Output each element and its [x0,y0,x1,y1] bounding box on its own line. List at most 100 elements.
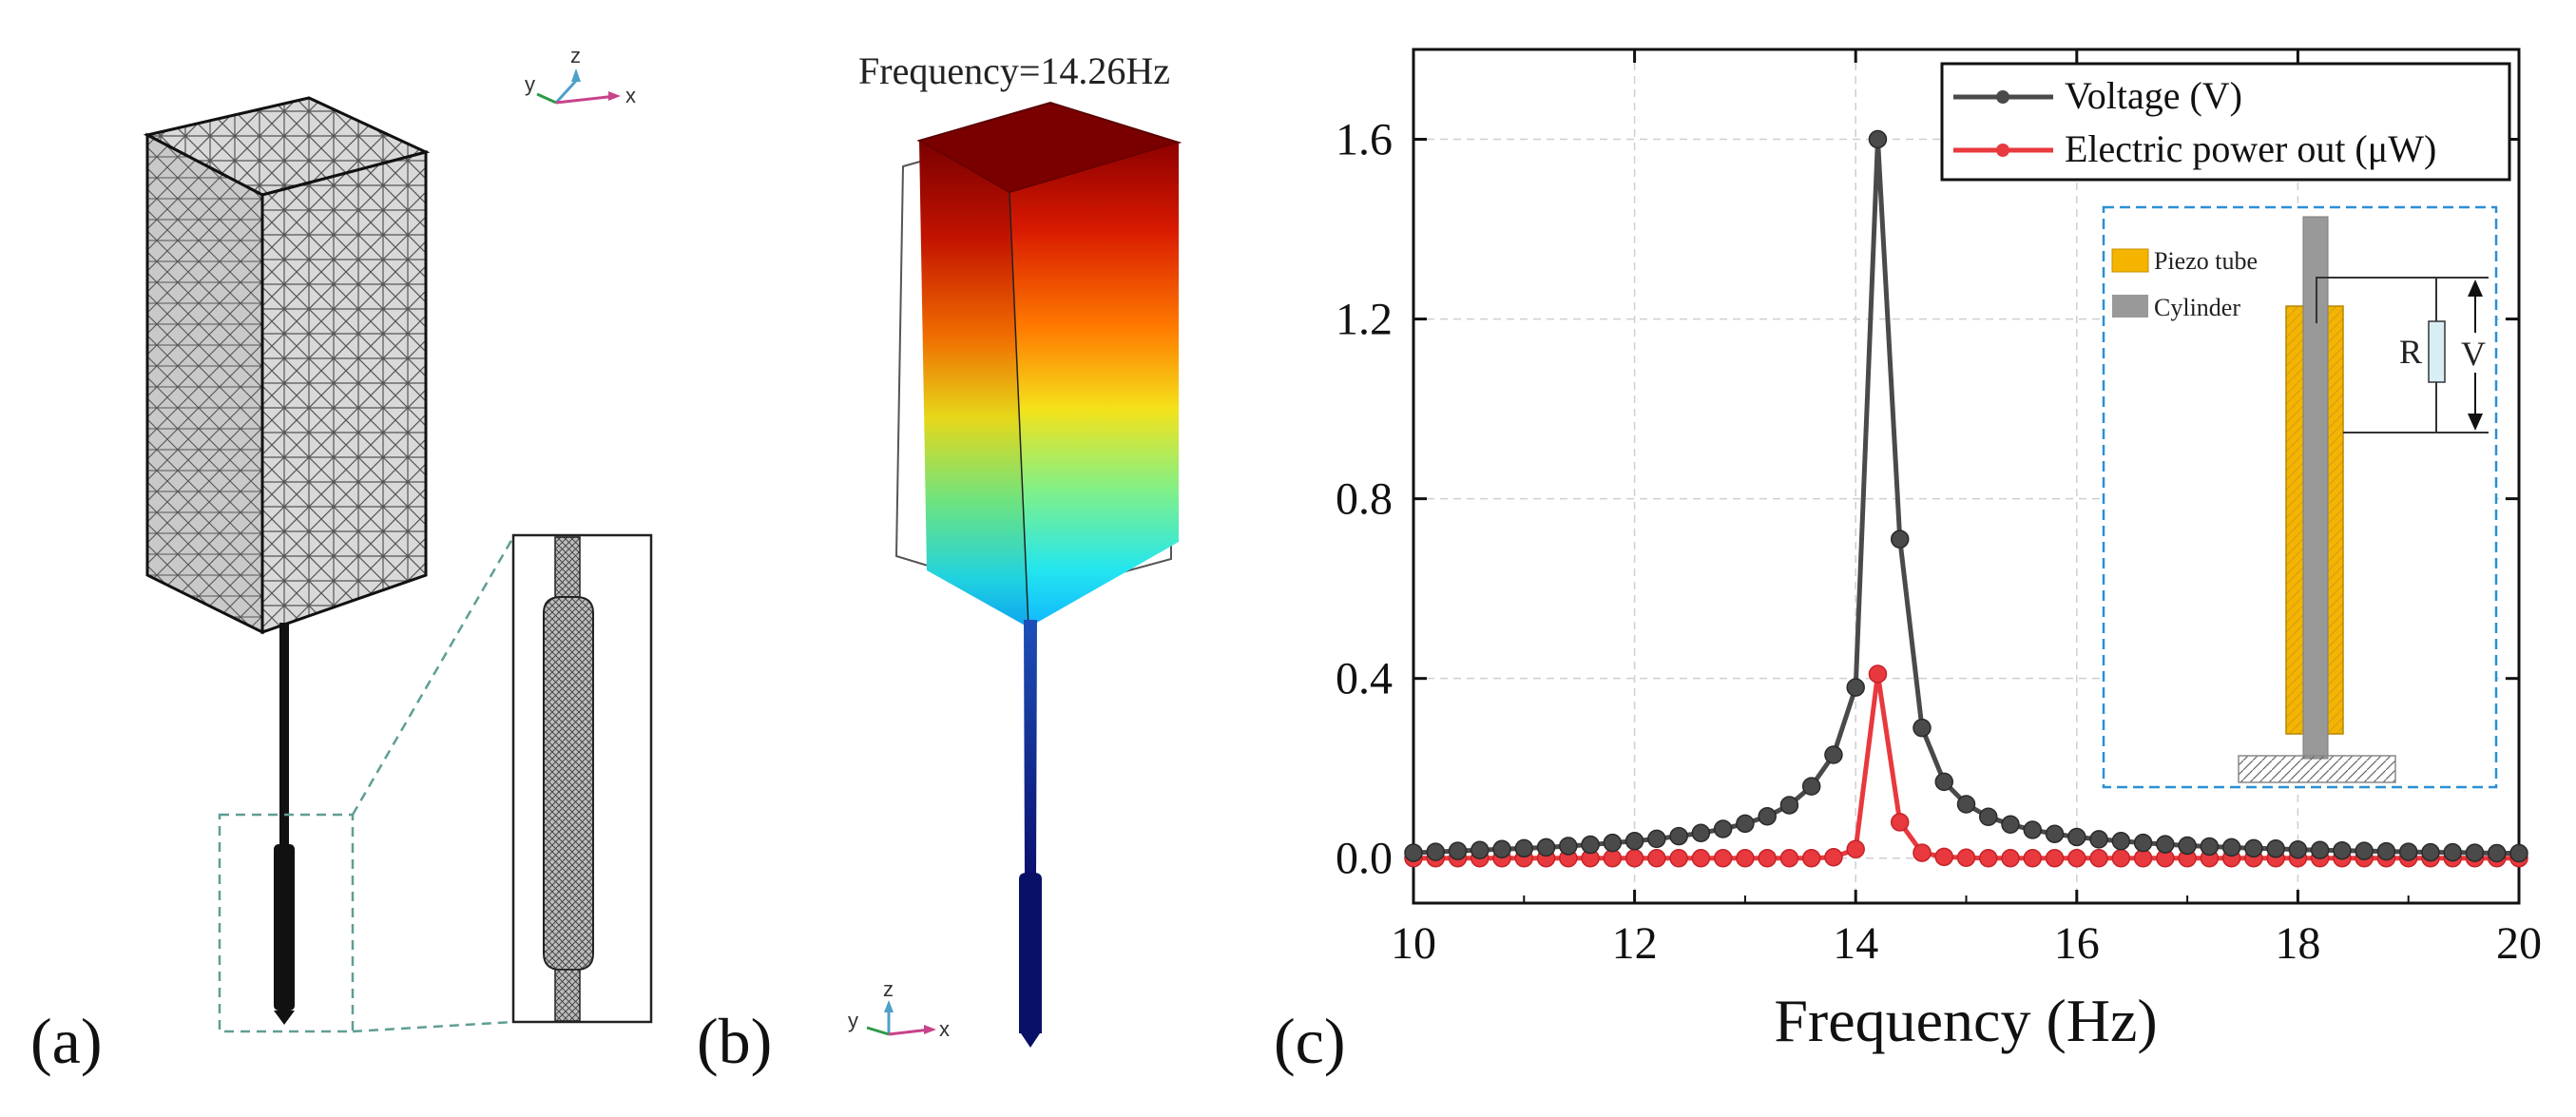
data-point-power [1713,848,1733,868]
data-point-power [1824,848,1843,867]
data-point-power [1669,848,1688,868]
x-tick-label: 20 [2496,918,2542,969]
zoom-line-top [351,536,515,816]
legend-box [1940,62,2511,182]
x-tick-label: 14 [1833,918,1878,969]
mesh-block-right-face [260,150,428,635]
legend-marker-voltage [1996,90,2009,104]
data-point-voltage [2443,842,2462,862]
data-point-voltage [1913,718,1932,738]
zoom-line-bottom [352,1020,514,1033]
x-tick-label: 10 [1391,918,1436,969]
y-tick-label: 0.8 [1336,474,1393,525]
mesh-rod-tip [274,1011,295,1025]
data-point-voltage [2089,830,2108,849]
data-point-voltage [2244,838,2263,858]
data-point-power [1890,813,1910,832]
data-point-voltage [1758,807,1777,826]
data-point-voltage [1934,772,1953,792]
panel-b-mode-shape: Frequency=14.26Hz z y x (b) [697,49,1182,1077]
data-point-voltage [2333,840,2352,860]
axis-label-y-a: y [525,72,535,96]
deformed-front-face [919,141,1028,627]
voltage-label-bg [2461,333,2489,373]
circuit-wire-top [2316,277,2489,323]
data-point-voltage [1426,842,1446,861]
data-point-voltage [2221,838,2241,857]
zoom-region-box [218,813,355,1033]
data-point-power [1801,848,1821,868]
data-point-power [1758,848,1777,868]
data-point-power [2067,848,2086,868]
data-point-voltage [2178,836,2197,856]
data-point-voltage [1824,745,1843,764]
data-point-voltage [2509,843,2528,863]
data-point-power [1934,847,1953,867]
data-point-voltage [2067,827,2086,847]
panel-c-frequency-response: 10 12 14 16 18 20 0.0 0.4 0.8 1.2 1.6 Frequency (H… [1274,48,2542,1077]
data-point-voltage [1846,678,1865,697]
zoom-inset-rod-bottom [554,969,581,1022]
data-point-voltage [1801,777,1821,796]
data-point-power [1868,664,1888,684]
x-tick-label: 12 [1612,918,1658,969]
data-point-voltage [1404,843,1423,862]
data-point-power [1736,848,1755,868]
legend-label-power: Electric power out (μW) [2065,127,2436,170]
data-point-voltage [2376,841,2396,861]
resistor [2428,320,2446,383]
data-point-voltage [1713,819,1733,838]
data-point-power [1691,848,1711,868]
data-point-voltage [1890,530,1910,549]
mesh-block-front-face [145,132,264,635]
legend-text-piezo: Piezo tube [2154,247,2258,275]
axis-ticks: 10 12 14 16 18 20 0.0 0.4 0.8 1.2 1.6 [1336,49,2542,969]
data-point-voltage [2421,842,2440,862]
data-point-voltage [1868,129,1888,149]
data-point-voltage [1471,840,1490,859]
data-point-voltage [2465,843,2485,862]
deformed-rod-tip [1021,1033,1040,1048]
data-point-voltage [1669,826,1688,846]
data-point-power [2023,848,2043,868]
data-point-voltage [1779,796,1799,815]
y-tick-label: 0.0 [1336,834,1393,884]
voltage-label: V [2461,335,2486,373]
deformed-piezo-section [1019,873,1042,1033]
data-point-voltage [1559,837,1578,856]
panel-label-c: (c) [1274,1005,1345,1077]
data-point-voltage [2111,832,2131,851]
data-point-voltage [2023,820,2043,839]
data-point-power [1956,848,1976,868]
data-point-voltage [1492,839,1511,859]
data-point-voltage [1647,829,1666,849]
data-point-power [2089,848,2108,868]
data-point-voltage [2398,842,2418,861]
data-point-voltage [2355,841,2374,860]
data-point-voltage [1514,838,1534,858]
panel-label-a: (a) [30,1005,102,1077]
data-point-power [1846,839,1865,859]
data-point-voltage [1736,814,1755,834]
mode-frequency-title: Frequency=14.26Hz [858,49,1170,92]
data-point-voltage [1581,835,1600,855]
data-point-voltage [1979,807,1998,827]
data-point-voltage [1624,832,1644,851]
data-point-power [1779,848,1799,868]
data-point-voltage [2045,824,2065,843]
data-point-voltage [2266,839,2285,858]
deformed-rod [1024,620,1037,879]
x-tick-label: 18 [2275,918,2320,969]
ground-hatch [2238,755,2396,783]
deformed-edge [1009,192,1029,628]
mesh-piezo-section [274,844,295,1011]
deformed-right-face [1009,143,1179,627]
y-tick-label: 1.6 [1336,115,1393,165]
data-point-power [1624,848,1644,868]
axis-label-x-b: x [939,1017,950,1041]
mesh-rod [279,623,289,846]
x-axis-title: Frequency (Hz) [1774,987,2157,1054]
data-point-power [2045,848,2065,868]
axis-label-z-b: z [883,977,894,1001]
